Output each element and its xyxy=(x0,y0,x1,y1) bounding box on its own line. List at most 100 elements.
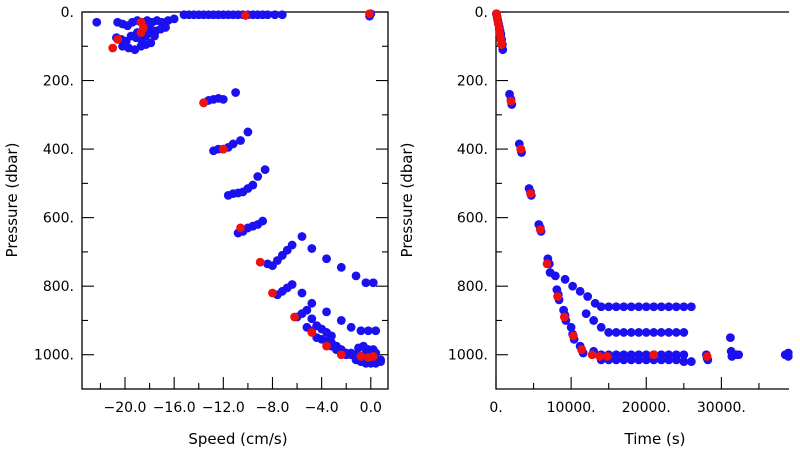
time-data-point xyxy=(568,281,578,291)
speed-y-tick-label: 200. xyxy=(43,74,74,90)
speed-highlight-point xyxy=(368,352,378,361)
time-data-point xyxy=(671,355,681,365)
speed-highlight-point xyxy=(322,341,331,351)
time-data-point xyxy=(783,348,793,358)
time-data-point xyxy=(626,355,636,365)
time-data-point xyxy=(649,328,659,337)
time-data-point xyxy=(641,328,651,337)
time-data-point xyxy=(634,302,644,312)
speed-data-point xyxy=(161,23,170,32)
speed-data-point xyxy=(92,17,102,27)
time-data-point xyxy=(679,328,689,337)
speed-data-point xyxy=(363,326,373,336)
speed-data-point xyxy=(354,343,363,353)
speed-highlight-point xyxy=(199,98,209,108)
time-plot-frame xyxy=(495,11,789,390)
speed-data-point xyxy=(260,165,270,175)
time-data-points xyxy=(491,9,793,366)
time-data-point xyxy=(566,322,576,332)
speed-x-tick-label: −12.0 xyxy=(202,400,245,416)
speed-chart: 0. 200. 400. 600. 800. 1000. −20.0 −16.0 −12.0 −8… xyxy=(3,5,389,448)
speed-data-point xyxy=(263,259,272,269)
speed-data-point xyxy=(322,307,331,317)
time-highlight-point xyxy=(568,331,578,341)
time-axis-ticks: 0. 200. 400. 600. 800. 1000. 0. 10000. 20000. 300… xyxy=(448,5,760,416)
time-highlight-point xyxy=(587,350,597,360)
time-data-point xyxy=(664,355,674,365)
time-highlight-point xyxy=(497,40,506,49)
time-x-tick-label: 30000. xyxy=(697,400,746,416)
speed-x-tick-label: −16.0 xyxy=(153,400,196,416)
time-highlight-point xyxy=(535,225,545,235)
time-highlight-point xyxy=(553,292,563,301)
time-data-point xyxy=(641,302,651,312)
time-data-point xyxy=(679,302,689,312)
time-data-point xyxy=(596,322,606,332)
time-data-point xyxy=(679,357,689,366)
time-data-point xyxy=(664,328,674,337)
time-highlight-point xyxy=(506,96,516,106)
time-data-point xyxy=(619,328,629,337)
speed-data-point xyxy=(307,298,317,308)
time-data-point xyxy=(686,302,696,312)
speed-data-point xyxy=(368,278,378,288)
speed-x-axis-title: Speed (cm/s) xyxy=(188,430,287,448)
time-data-point xyxy=(726,333,735,342)
speed-data-point xyxy=(248,180,258,190)
time-highlight-point xyxy=(526,189,535,199)
speed-data-point xyxy=(346,322,356,332)
time-data-point xyxy=(634,328,644,337)
speed-y-tick-label: 600. xyxy=(43,211,74,227)
speed-y-tick-label: 400. xyxy=(43,142,74,158)
time-data-point xyxy=(626,302,636,312)
time-data-point xyxy=(589,316,599,325)
speed-data-point xyxy=(231,88,241,97)
time-highlight-point xyxy=(602,352,612,361)
speed-data-point xyxy=(287,240,297,250)
speed-data-point xyxy=(361,278,371,288)
speed-data-point xyxy=(243,127,253,137)
speed-highlight-point xyxy=(365,9,374,19)
speed-data-point xyxy=(277,10,287,20)
time-data-point xyxy=(560,274,570,284)
time-data-point xyxy=(656,328,666,337)
time-data-point xyxy=(641,355,651,365)
time-data-point xyxy=(734,350,744,360)
speed-highlight-point xyxy=(108,43,118,53)
speed-data-point xyxy=(270,10,280,20)
time-data-point xyxy=(575,286,585,296)
time-highlight-point xyxy=(542,259,552,269)
time-x-tick-label: 10000. xyxy=(547,400,596,416)
speed-highlight-point xyxy=(113,35,123,44)
time-data-point xyxy=(550,271,560,281)
time-y-tick-label: 600. xyxy=(457,211,488,227)
time-data-point xyxy=(686,357,696,366)
speed-data-point xyxy=(297,288,307,298)
speed-data-point xyxy=(322,254,331,264)
time-y-tick-label: 0. xyxy=(475,5,488,21)
time-x-axis-title: Time (s) xyxy=(624,430,686,448)
speed-highlight-point xyxy=(218,144,228,154)
speed-highlight-point xyxy=(255,257,265,267)
speed-data-point xyxy=(371,326,381,336)
time-data-point xyxy=(611,355,621,365)
speed-y-axis-title: Pressure (dbar) xyxy=(3,143,21,258)
time-y-axis-title: Pressure (dbar) xyxy=(398,143,416,258)
time-y-tick-label: 1000. xyxy=(448,348,488,364)
speed-data-point xyxy=(258,216,268,226)
time-data-point xyxy=(649,302,659,312)
speed-data-point xyxy=(297,232,307,241)
speed-data-point xyxy=(228,139,238,149)
speed-data-point xyxy=(376,357,386,366)
speed-data-point xyxy=(253,172,263,181)
time-data-point xyxy=(611,328,621,337)
speed-data-point xyxy=(287,280,297,289)
time-y-tick-label: 200. xyxy=(457,74,488,90)
time-highlight-point xyxy=(559,312,569,322)
time-x-tick-label: 0. xyxy=(489,400,502,416)
speed-y-tick-label: 0. xyxy=(61,5,74,21)
speed-highlight-point xyxy=(356,352,366,361)
speed-highlight-point xyxy=(268,288,277,298)
speed-data-point xyxy=(169,14,179,24)
time-data-point xyxy=(626,328,636,337)
